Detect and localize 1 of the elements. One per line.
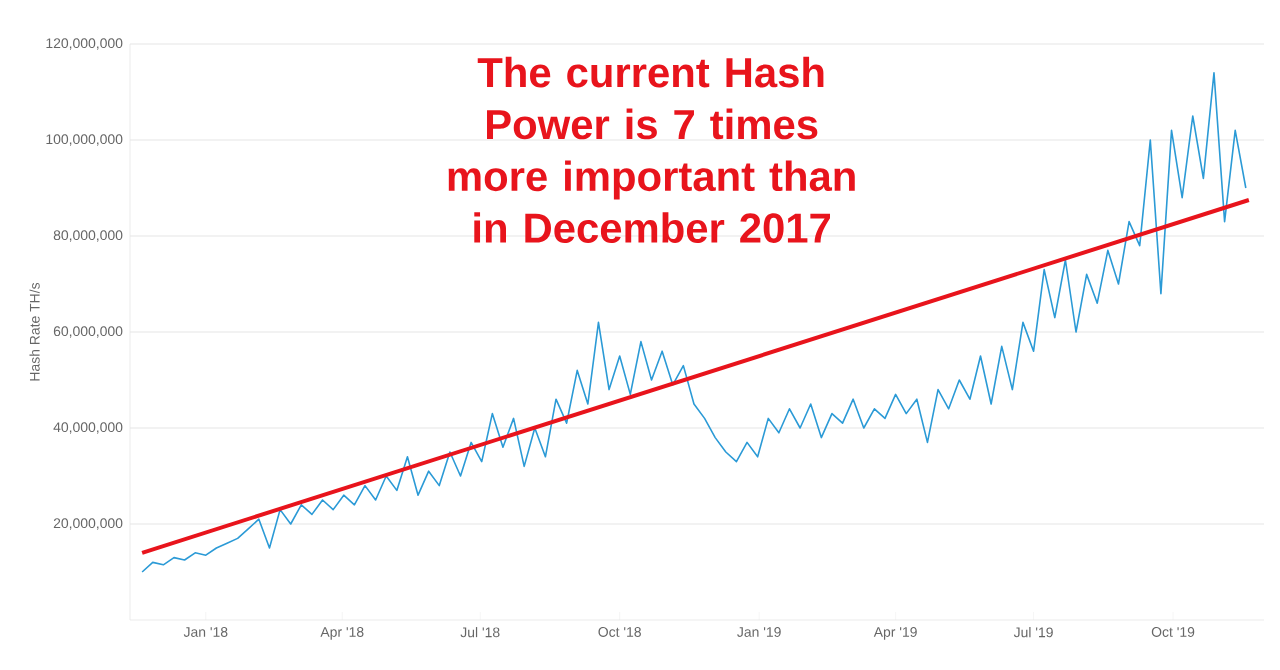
text: The current Hash Power is 7 times more important than in December 2017 [448, 56, 855, 243]
